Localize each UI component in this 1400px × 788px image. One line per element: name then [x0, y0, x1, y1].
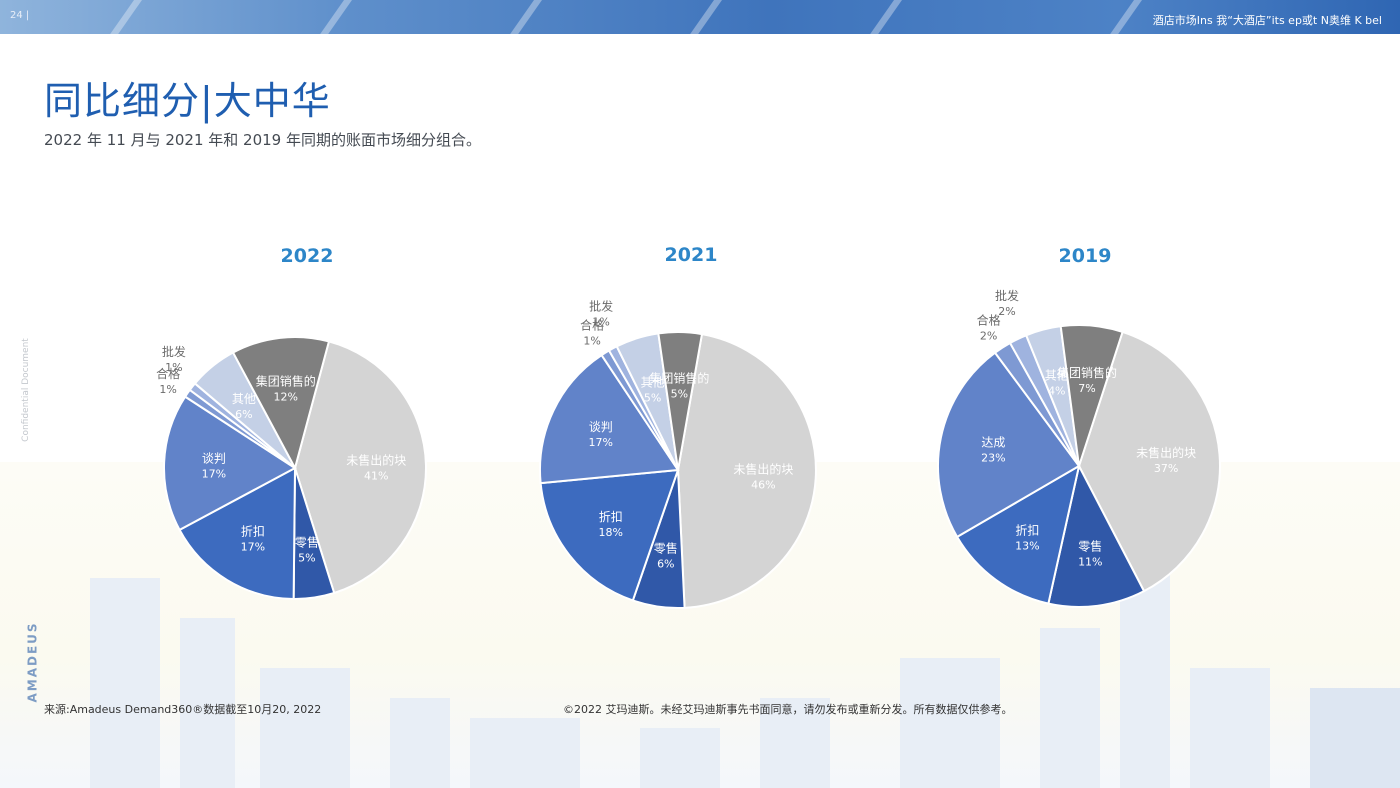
slice-value-2022-other: 6%	[235, 408, 252, 421]
slice-label-2022-other: 其他	[232, 392, 256, 406]
slice-label-2019-group: 集团销售的	[1057, 365, 1117, 380]
pie-slice-2019-unsold	[1077, 330, 1221, 593]
slice-value-2019-unsold: 37%	[1154, 462, 1178, 475]
slice-value-2021-group: 5%	[671, 388, 688, 401]
slice-label-2019-retail: 零售	[1078, 539, 1102, 554]
pie-slice-2019-retail	[1047, 463, 1146, 608]
slice-label-2022-retail: 零售	[295, 534, 319, 549]
pie-slice-2019-group	[1059, 324, 1124, 467]
slice-label-2019-qualified: 合格	[977, 312, 1001, 327]
slice-label-2022-group: 集团销售的	[256, 373, 316, 388]
slice-value-2021-negotiated: 17%	[588, 436, 612, 449]
slice-label-2021-other: 其他	[641, 375, 665, 389]
city-skyline-image	[0, 538, 1400, 788]
source-note: 来源:Amadeus Demand360®数据截至10月20, 2022	[44, 703, 322, 716]
slice-value-2019-discount: 13%	[1015, 540, 1039, 553]
slice-value-2021-discount: 18%	[598, 526, 622, 539]
pie-slice-2022-negotiated	[163, 395, 297, 532]
page-title: 同比细分|大中华	[44, 79, 331, 123]
top-banner: 24 | 酒店市场Ins 我“大酒店”its ep或t N奥维 K bel	[0, 0, 1400, 34]
chart-title-2019: 2019	[1058, 245, 1112, 267]
slice-value-2022-discount: 17%	[241, 541, 265, 554]
copyright-note: ©2022 艾玛迪斯。未经艾玛迪斯事先书面同意，请勿发布或重新分发。所有数据仅供…	[563, 703, 1013, 716]
slice-value-2022-group: 12%	[273, 390, 297, 403]
slice-value-2022-qualified: 1%	[159, 383, 176, 396]
slice-value-2019-wholesale: 2%	[998, 305, 1015, 318]
slice-label-2021-qualified: 合格	[580, 318, 604, 333]
slice-label-2021-discount: 折扣	[599, 509, 623, 524]
slice-label-2021-wholesale: 批发	[589, 299, 613, 314]
pie-slice-2022-group	[231, 336, 331, 471]
slice-label-2019-unsold: 未售出的块	[1136, 445, 1196, 460]
slice-label-2022-negotiated: 谈判	[202, 452, 226, 466]
slice-value-2022-wholesale: 1%	[165, 361, 182, 374]
slice-label-2022-unsold: 未售出的块	[346, 452, 406, 467]
pie-slice-2021-unsold	[676, 332, 817, 609]
slice-label-2021-group: 集团销售的	[649, 371, 709, 386]
slice-value-2019-group: 7%	[1078, 382, 1095, 395]
chart-title-2022: 2022	[280, 245, 334, 267]
slice-value-2021-qualified: 1%	[583, 335, 600, 348]
slice-label-2022-discount: 折扣	[241, 524, 265, 539]
slice-label-2021-unsold: 未售出的块	[733, 461, 793, 476]
slice-label-2022-wholesale: 批发	[162, 344, 186, 359]
chart-title-2021: 2021	[664, 244, 718, 266]
slice-value-2022-negotiated: 17%	[202, 468, 226, 481]
slice-label-2022-qualified: 合格	[156, 366, 180, 381]
page-number: 24 |	[10, 10, 30, 21]
slice-value-2021-other: 5%	[644, 391, 661, 404]
slice-value-2019-other: 4%	[1048, 385, 1065, 398]
pie-slice-2021-negotiated	[539, 353, 680, 485]
slice-value-2021-retail: 6%	[657, 558, 674, 571]
pie-slice-2022-discount	[178, 466, 297, 601]
slice-label-2021-negotiated: 谈判	[589, 420, 613, 434]
slice-value-2022-unsold: 41%	[364, 469, 388, 482]
slice-value-2019-negotiated: 23%	[981, 451, 1005, 464]
pie-slice-2021-discount	[539, 468, 680, 602]
page-subtitle: 2022 年 11 月与 2021 年和 2019 年同期的账面市场细分组合。	[44, 131, 481, 149]
slice-label-2019-wholesale: 批发	[995, 288, 1019, 303]
pie-slice-2019-negotiated	[937, 351, 1081, 539]
slice-value-2021-unsold: 46%	[751, 478, 775, 491]
pie-slice-2022-unsold	[293, 340, 427, 595]
pie-slice-2021-group	[657, 331, 704, 471]
header-text: 酒店市场Ins 我“大酒店”its ep或t N奥维 K bel	[1152, 14, 1382, 27]
slice-value-2022-retail: 5%	[298, 551, 315, 564]
slice-label-2021-retail: 零售	[654, 541, 678, 556]
pie-slice-2019-discount	[955, 463, 1081, 605]
slice-value-2019-retail: 11%	[1078, 556, 1102, 569]
slice-label-2019-other: 其他	[1045, 369, 1069, 383]
slice-label-2019-negotiated: 达成	[981, 435, 1005, 449]
slice-value-2019-qualified: 2%	[980, 329, 997, 342]
slice-value-2021-wholesale: 1%	[592, 316, 609, 329]
slice-label-2019-discount: 折扣	[1015, 523, 1039, 538]
